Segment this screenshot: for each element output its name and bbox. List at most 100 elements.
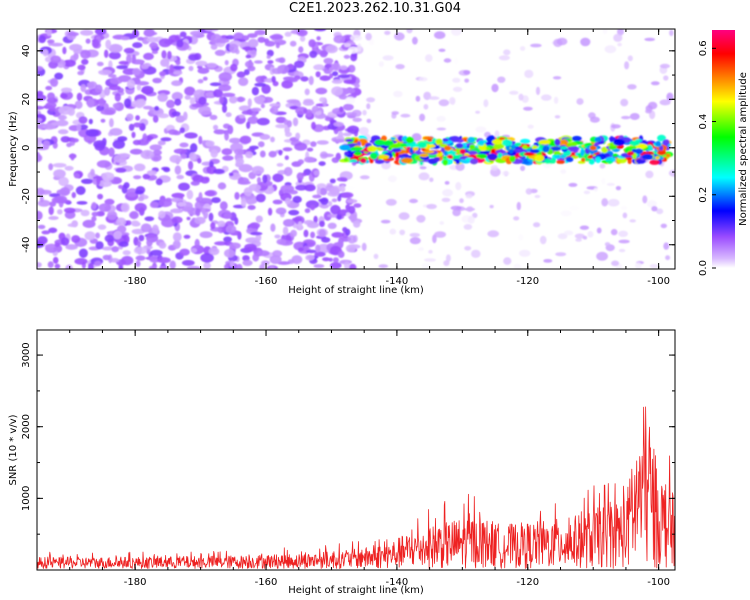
heatmap-cell [582,235,588,240]
heatmap-cell [336,177,348,182]
heatmap-cell [439,221,445,225]
heatmap-cell [518,234,524,241]
heatmap-cell [86,82,95,89]
heatmap-cell [359,175,370,180]
heatmap-cell [42,49,49,57]
heatmap-cell [529,149,540,154]
heatmap-cell [134,202,147,213]
heatmap-cell [286,120,292,128]
heatmap-cell [217,220,226,227]
heatmap-cell [253,96,266,103]
heatmap-cell [278,57,286,64]
heatmap-cell [280,184,295,193]
heatmap-cell [107,210,118,220]
heatmap-cell [319,187,328,196]
heatmap-cell [48,227,58,234]
heatmap-cell [81,58,89,65]
heatmap-cell [186,265,201,269]
heatmap-cell [539,235,547,245]
snr-frame [36,329,676,571]
heatmap-cell [497,152,503,159]
heatmap-cell [314,251,326,257]
heatmap-cell [37,199,51,207]
heatmap-cell [588,160,595,165]
heatmap-cell [574,233,585,239]
heatmap-cell [417,141,428,149]
heatmap-cell [57,114,67,121]
x-tick-label: -180 [124,276,147,287]
figure-title: C2E1.2023.262.10.31.G04 [288,1,462,16]
heatmap-cell [345,204,351,211]
heatmap-cell [37,105,45,110]
heatmap-cell [339,144,351,151]
heatmap-cell [197,79,204,84]
heatmap-cell [669,29,674,37]
heatmap-cell [452,86,463,92]
heatmap-cell [542,145,550,153]
heatmap-cell [618,239,630,244]
heatmap-cell [425,165,431,169]
heatmap-cell [80,84,87,93]
heatmap-cell [243,187,253,197]
heatmap-cell [59,187,70,196]
heatmap-cell [224,248,236,258]
heatmap-cell [313,215,318,224]
heatmap-cell [143,105,153,110]
heatmap-cell [343,79,356,85]
heatmap-cell [535,86,541,96]
heatmap-cell [445,254,451,262]
heatmap-cell [284,31,292,37]
heatmap-cell [412,36,418,45]
heatmap-cell [343,54,351,59]
heatmap-cell [146,170,157,176]
heatmap-cell [206,62,218,68]
heatmap-cell [596,251,608,261]
heatmap-cell [177,202,187,207]
heatmap-cell [254,60,263,64]
heatmap-cell [198,135,203,145]
heatmap-cell [576,98,584,105]
heatmap-cell [71,235,81,243]
heatmap-cell [82,219,96,228]
heatmap-cell [513,263,521,269]
heatmap-cell [152,77,162,84]
heatmap-cell [197,157,202,164]
heatmap-cell [345,212,351,217]
heatmap-cell [128,123,135,131]
heatmap-cell [234,217,239,225]
heatmap-cell [270,223,276,232]
heatmap-cell [340,185,346,193]
heatmap-cell [64,165,74,171]
heatmap-cell [659,63,671,69]
heatmap-cell [53,169,66,179]
heatmap-cell [172,232,182,242]
heatmap-cell [174,165,182,175]
heatmap-cell [197,67,210,74]
heatmap-cell [385,198,397,206]
heatmap-cell [234,148,244,155]
heatmap-cell [534,194,541,199]
heatmap-cell [348,263,357,269]
heatmap-cell [98,97,106,107]
heatmap-cell [292,217,303,222]
heatmap-cell [189,152,197,161]
heatmap-cell [108,43,123,53]
heatmap-cell [486,153,498,160]
heatmap-cell [275,124,288,129]
heatmap-cell [319,50,328,58]
heatmap-cell [424,258,436,262]
colorbar-tick-label: 0.4 [698,114,709,130]
heatmap-cell [67,223,78,228]
heatmap-cell [331,232,344,238]
heatmap-cell [332,257,339,263]
heatmap-cell [245,151,254,159]
heatmap-cell [261,260,270,266]
heatmap-cell [112,103,120,109]
heatmap-cell [489,204,494,209]
heatmap-cell [451,29,462,36]
heatmap-cell [560,169,567,174]
heatmap-cell [313,170,320,176]
heatmap-cell [243,69,250,76]
heatmap-cell [64,207,76,214]
heatmap-cell [111,246,119,253]
